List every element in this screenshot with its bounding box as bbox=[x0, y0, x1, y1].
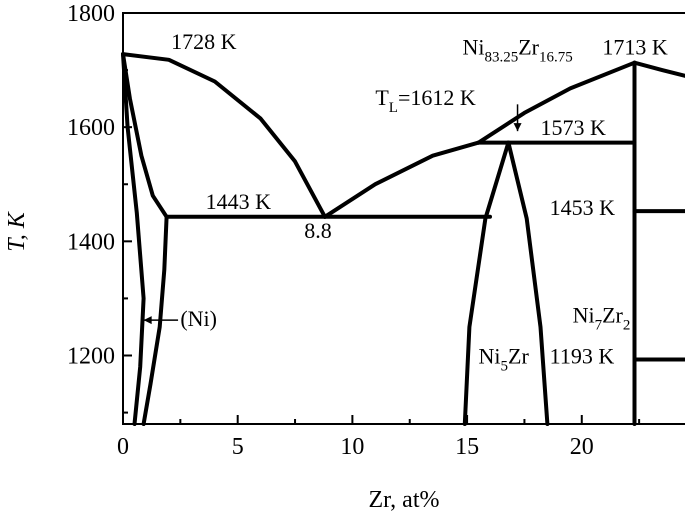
phase-boundaries bbox=[121, 52, 685, 426]
curve-liquidus-ni5zr bbox=[322, 140, 481, 219]
y-tick-label: 1600 bbox=[67, 115, 115, 141]
label-1443: 1443 K bbox=[206, 189, 272, 214]
label-ni5zr: Ni5Zr bbox=[479, 343, 530, 374]
x-tick-label: 15 bbox=[455, 434, 479, 460]
y-tick-label: 1200 bbox=[67, 344, 115, 370]
label-tl: TL=1612 K bbox=[375, 85, 476, 116]
label-ni-83-zr-16: Ni83.25Zr16.75 bbox=[462, 35, 572, 66]
curve-liquidus-right bbox=[632, 60, 685, 78]
curve-ni5zr-right bbox=[506, 140, 550, 426]
plot-frame bbox=[122, 12, 685, 425]
arrow-tl-head bbox=[513, 123, 522, 132]
x-axis-label: Zr, at% bbox=[368, 487, 439, 513]
arrow-ni-head bbox=[143, 316, 152, 325]
y-tick-label: 1400 bbox=[67, 229, 115, 255]
curve-liquidus-ni7zr2 bbox=[476, 60, 637, 145]
curve-liquidus-ni-rich bbox=[121, 52, 327, 219]
label-1193: 1193 K bbox=[550, 343, 615, 368]
label-1453: 1453 K bbox=[550, 195, 616, 220]
label-ni7zr2: Ni7Zr2 bbox=[573, 302, 631, 333]
curve-solvus-ni-upper bbox=[121, 52, 146, 426]
curve-solvus-ni-lower bbox=[141, 214, 169, 426]
curve-solidus-ni bbox=[121, 52, 169, 219]
label-1713: 1713 K bbox=[602, 35, 668, 60]
x-tick-label: 5 bbox=[232, 434, 244, 460]
plot-border bbox=[122, 12, 685, 425]
curve-ni5zr-left bbox=[462, 140, 511, 426]
y-tick-label: 1800 bbox=[67, 1, 115, 27]
annotations: 1728 K 1443 K 8.8 1573 K 1713 K 1453 K 1193 K (… bbox=[143, 29, 668, 374]
label-1573: 1573 K bbox=[540, 115, 606, 140]
axis-ticks: 0 5 10 15 20 1200 1400 1600 1800 bbox=[67, 1, 641, 460]
label-ni-phase: (Ni) bbox=[180, 306, 217, 331]
label-1728: 1728 K bbox=[171, 29, 237, 54]
y-axis-label: T, K bbox=[4, 210, 30, 252]
x-tick-label: 20 bbox=[570, 434, 594, 460]
label-8-8: 8.8 bbox=[304, 218, 332, 243]
x-tick-label: 10 bbox=[340, 434, 364, 460]
x-tick-label: 0 bbox=[117, 434, 129, 460]
